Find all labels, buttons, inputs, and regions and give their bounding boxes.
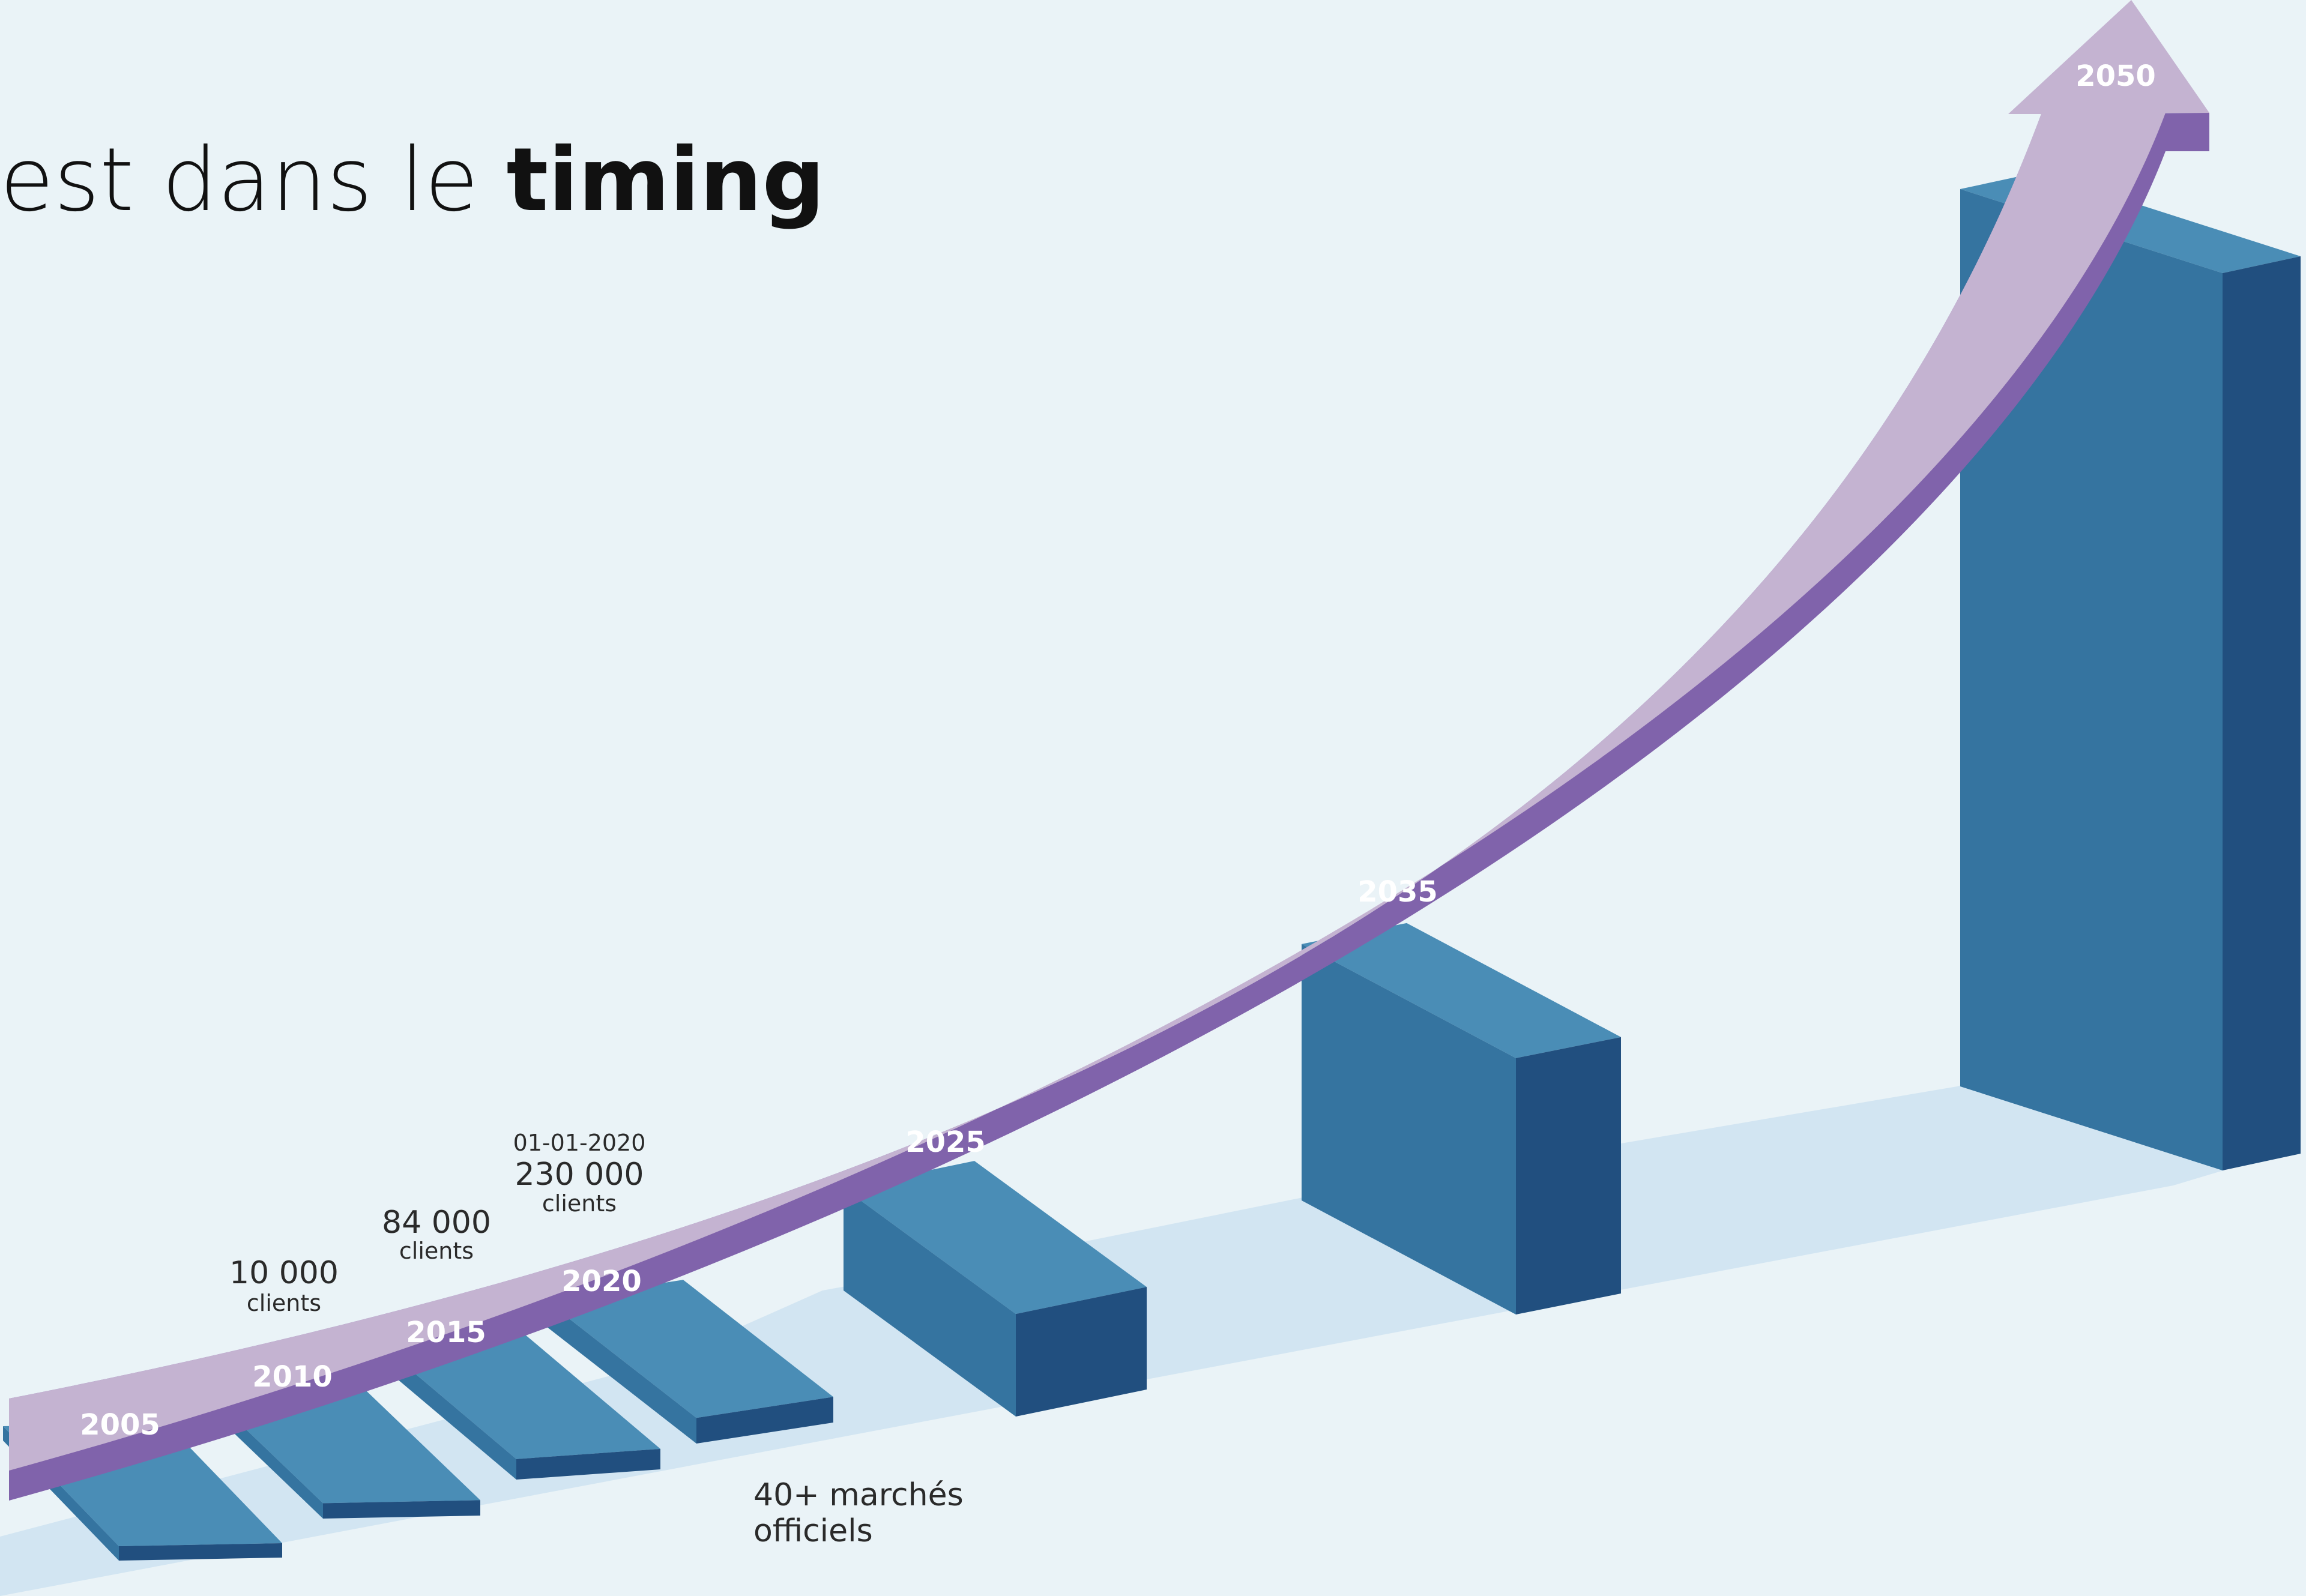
bar-2035-side <box>1516 1037 1621 1314</box>
bar-2010-side <box>323 1500 480 1519</box>
note-markets-line1: 40+ marchés <box>753 1477 964 1513</box>
bar-2020-front <box>546 1301 696 1444</box>
annotation-2020-date: 01-01-2020 <box>513 1130 646 1156</box>
annotation-2015-unit: clients <box>399 1238 474 1264</box>
client-annotations: 10 000 clients 84 000 clients 01-01-2020… <box>229 1130 964 1549</box>
bar-2025-side <box>1016 1287 1147 1417</box>
bar-2015-top <box>381 1334 660 1459</box>
bar-2015-front <box>381 1345 516 1480</box>
bars-group <box>3 172 2301 1561</box>
growth-arrow <box>9 0 2209 1501</box>
bar-2020-side <box>696 1397 833 1444</box>
chart-title-prefix: est dans le <box>0 129 507 231</box>
bar-2025-front <box>844 1188 1016 1417</box>
note-markets-line2: officiels <box>753 1513 873 1549</box>
bar-2050-side <box>2223 256 2301 1170</box>
arrow-label-2015: 2015 <box>406 1316 486 1349</box>
chart-title: est dans le timing <box>0 129 825 231</box>
bar-2050-front <box>1960 189 2223 1170</box>
annotation-2020-value: 230 000 <box>515 1157 644 1193</box>
arrow-label-2035: 2035 <box>1357 875 1438 909</box>
arrow-year-labels: 2005 2010 2015 2020 2025 2035 2050 <box>80 59 2156 1442</box>
bar-2035-front <box>1302 944 1516 1314</box>
bar-2015-side <box>516 1448 660 1480</box>
arrow-label-2025: 2025 <box>905 1125 986 1159</box>
bar-2035-top <box>1302 923 1621 1058</box>
annotation-2020-unit: clients <box>542 1190 617 1217</box>
bar-2005-side <box>119 1543 282 1561</box>
arrow-label-2020: 2020 <box>561 1265 642 1298</box>
arrow-label-2050: 2050 <box>2075 59 2156 93</box>
annotation-2015-value: 84 000 <box>382 1205 491 1241</box>
chart-title-emphasis: timing <box>507 129 825 231</box>
arrow-label-2010: 2010 <box>252 1360 333 1394</box>
bar-2025-top <box>844 1161 1147 1314</box>
annotation-2010-unit: clients <box>247 1290 321 1316</box>
arrow-label-2005: 2005 <box>80 1408 160 1442</box>
annotation-2010-value: 10 000 <box>229 1255 339 1291</box>
bar-2020-top <box>546 1280 833 1418</box>
